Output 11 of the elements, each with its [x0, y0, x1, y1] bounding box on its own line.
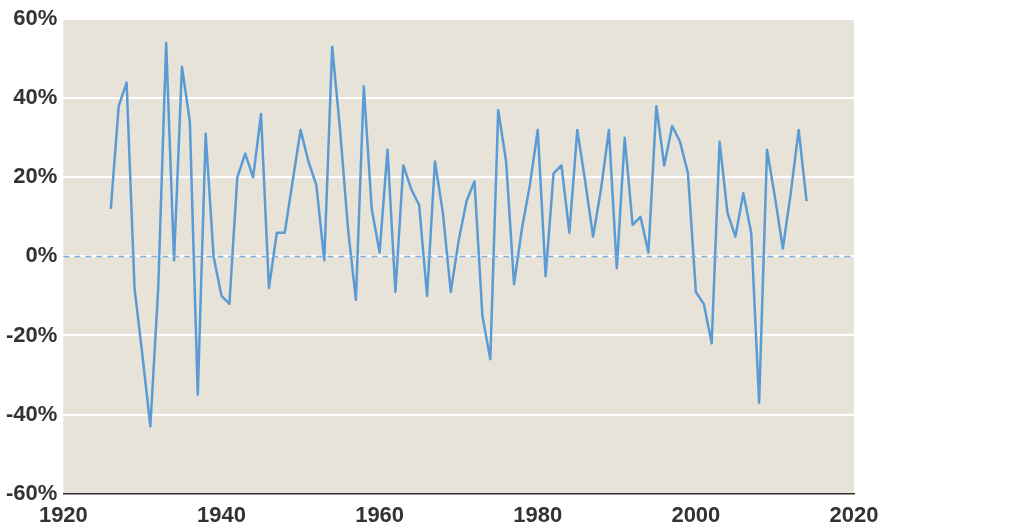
x-tick-label: 2020: [829, 501, 879, 527]
y-tick-label: 20%: [13, 163, 58, 189]
x-tick-label: 1980: [513, 501, 563, 527]
x-tick-label: 1940: [197, 501, 246, 527]
y-tick-label: 0%: [25, 242, 58, 268]
x-tick-label: 2000: [671, 501, 721, 527]
y-tick-label: -40%: [6, 400, 58, 426]
x-tick-label: 1960: [355, 501, 405, 527]
y-tick-label: 60%: [13, 5, 58, 31]
y-tick-label: 40%: [13, 84, 58, 110]
y-tick-label: -20%: [6, 321, 58, 347]
